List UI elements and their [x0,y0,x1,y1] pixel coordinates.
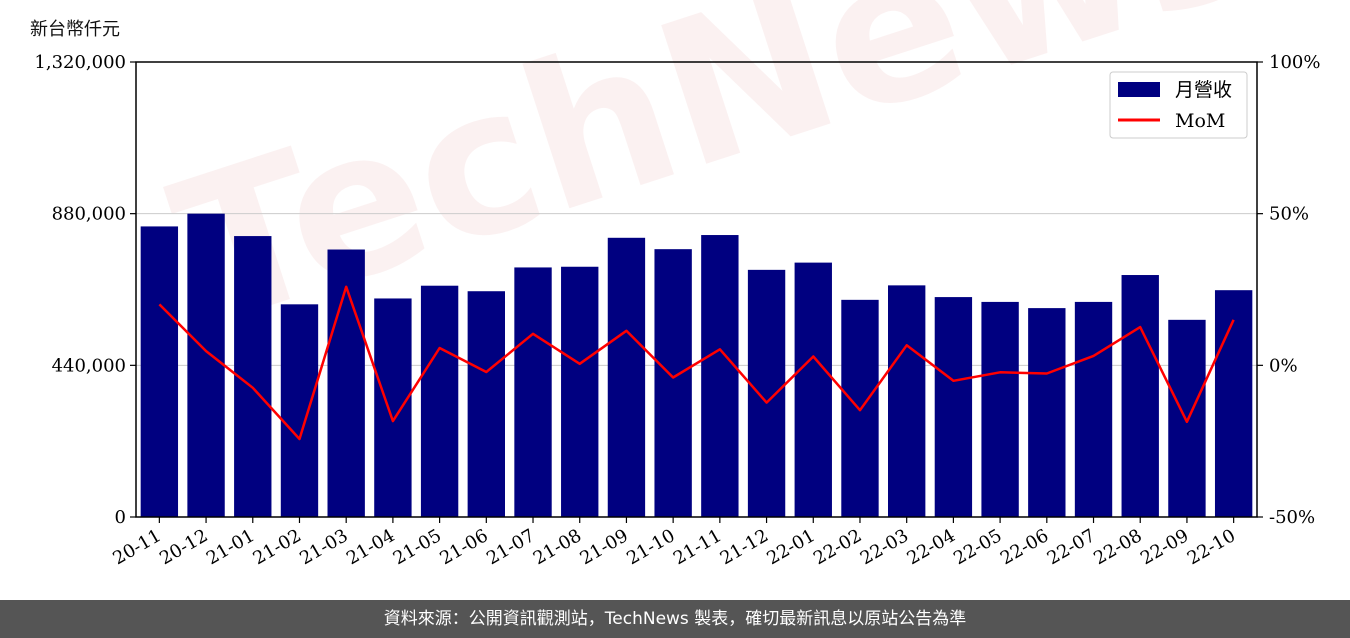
x-axis-tick-label: 21-08 [530,525,585,569]
x-axis-tick-label: 22-05 [950,525,1005,569]
x-axis-tick-label: 21-03 [296,525,351,569]
x-axis-tick-label: 21-09 [576,525,631,569]
revenue-bar [607,237,646,517]
right-axis-tick-label: 0% [1269,355,1298,376]
mom-line [158,285,1235,441]
x-axis-tick-label: 21-06 [436,525,491,569]
revenue-bar [1121,275,1159,517]
plot-frame [135,61,1258,518]
x-axis-tick-label: 22-06 [997,525,1052,569]
source-footer: 資料來源：公開資訊觀測站，TechNews 製表，確切最新訊息以原站公告為準 [0,600,1350,638]
right-axis-tick-label: 100% [1269,52,1320,73]
revenue-bar [888,285,926,517]
legend-bar-swatch [1118,82,1160,97]
x-axis-tick-label: 22-03 [857,525,912,569]
revenue-bar [374,298,412,517]
left-axis-tick-label: 1,320,000 [34,52,126,73]
x-axis-tick-label: 22-02 [810,525,865,569]
x-axis-tick-label: 21-12 [717,525,772,569]
x-axis-tick-label: 22-08 [1090,525,1145,569]
revenue-bar [1168,319,1206,517]
legend-label-mom: MoM [1175,110,1225,132]
x-axis-tick-label: 20-11 [109,525,164,569]
x-axis-tick-label: 22-01 [763,525,818,569]
revenue-chart: 0 440,000 880,000 1,320,000 -50% 0% 50% 100% 20-… [34,52,1320,569]
legend-label-revenue: 月營收 [1175,79,1232,101]
revenue-bar [654,249,692,517]
x-axis-tick-label: 22-09 [1137,525,1192,569]
revenue-bar [327,249,365,518]
x-axis-tick-label: 21-01 [203,525,258,569]
x-axis-tick-label: 21-02 [250,525,305,569]
left-axis-tick-label: 880,000 [52,204,126,225]
revenue-bar [561,266,599,517]
left-axis-tick-label: 0 [115,507,126,528]
x-axis-tick-label: 22-07 [1044,525,1099,569]
revenue-bar [1028,308,1066,517]
x-axis-tick-label: 21-07 [483,525,538,569]
revenue-bar [514,267,552,517]
revenue-bar [794,262,832,517]
x-axis-tick-label: 21-05 [390,525,445,569]
x-axis-tick-label: 22-10 [1184,525,1239,569]
revenue-bar [187,213,225,517]
y-axis-unit-label: 新台幣仟元 [30,19,120,40]
revenue-bar [981,301,1019,517]
x-axis-tick-label: 20-12 [156,525,211,569]
revenue-bar [1214,290,1253,517]
right-axis-tick-label: -50% [1269,507,1315,528]
revenue-bar [467,291,505,517]
x-axis-tick-label: 21-10 [623,525,678,569]
revenue-bar [420,285,459,517]
x-axis-tick-label: 21-04 [343,525,398,569]
revenue-bar [701,235,739,517]
revenue-bar [140,226,179,517]
right-axis-tick-label: 50% [1269,204,1309,225]
x-axis-tick-label: 22-04 [903,525,958,569]
revenue-bar [747,269,786,517]
revenue-bar [280,304,319,517]
left-axis-tick-label: 440,000 [52,355,126,376]
revenue-bar [934,297,973,517]
revenue-bar [1074,301,1113,517]
x-axis-tick-label: 21-11 [670,525,725,569]
